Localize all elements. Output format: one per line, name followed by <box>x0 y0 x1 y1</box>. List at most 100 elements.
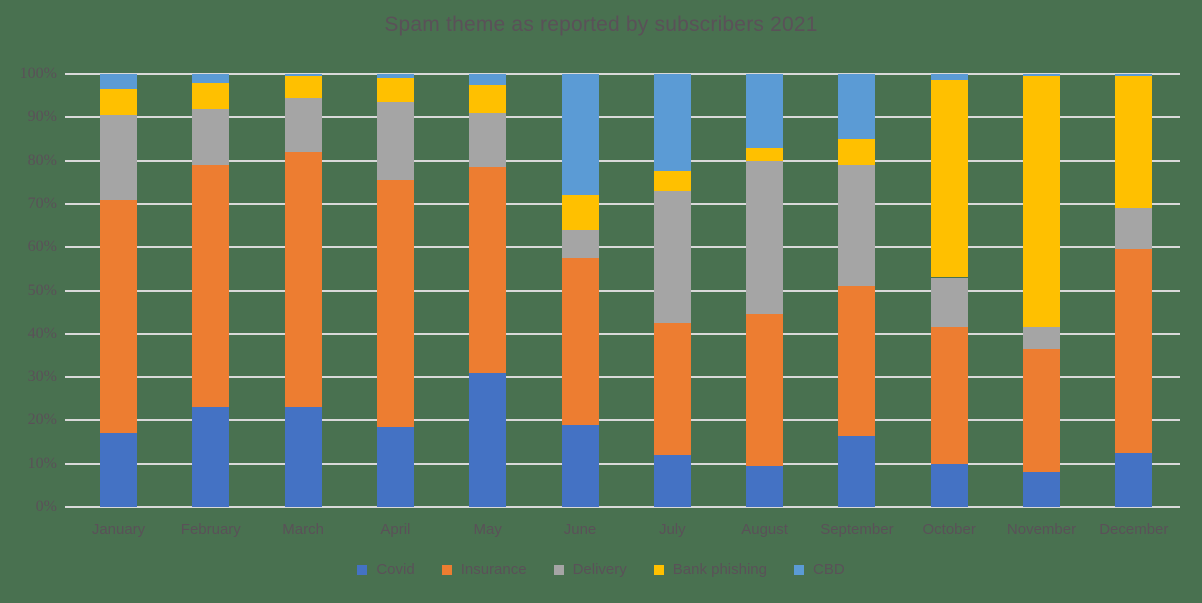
bar-segment-august-insurance <box>746 314 784 466</box>
x-axis-label-july: July <box>658 521 686 538</box>
gridline-0 <box>65 506 1180 508</box>
gridline-20 <box>65 419 1180 422</box>
bar-segment-august-cbd <box>746 74 784 148</box>
legend-label-cbd: CBD <box>812 561 845 578</box>
x-axis-label-january: January <box>91 521 146 538</box>
bar-segment-october-insurance <box>930 327 968 464</box>
gridline-100 <box>65 73 1180 75</box>
bar-segment-july-covid <box>653 455 691 507</box>
bar-segment-july-insurance <box>653 322 691 456</box>
gridline-70 <box>65 202 1180 205</box>
bar-segment-october-covid <box>930 463 968 507</box>
legend-item-insurance: Insurance <box>441 561 527 578</box>
bar-segment-september-bank-phishing <box>838 138 876 165</box>
x-axis-label-february: February <box>180 521 241 538</box>
legend-swatch-insurance <box>441 564 452 575</box>
x-axis-label-august: August <box>741 521 788 538</box>
bar-segment-april-covid <box>376 426 414 507</box>
legend: Covid Insurance Delivery Bank phishing CBD <box>0 561 1202 578</box>
y-axis-label-30: 30% <box>27 368 57 386</box>
x-axis-label-april: April <box>380 521 411 538</box>
bar-segment-september-cbd <box>838 74 876 139</box>
bar-segment-september-covid <box>838 435 876 507</box>
bar-segment-april-bank-phishing <box>376 78 414 103</box>
legend-swatch-cbd <box>793 564 804 575</box>
gridline-30 <box>65 376 1180 379</box>
y-axis-label-40: 40% <box>27 324 57 342</box>
y-axis-label-20: 20% <box>27 411 57 429</box>
bar-segment-january-delivery <box>100 115 137 200</box>
bar-segment-march-bank-phishing <box>284 76 322 98</box>
bar-segment-march-cbd <box>284 74 322 77</box>
bar-segment-november-insurance <box>1023 348 1060 473</box>
y-axis-label-10: 10% <box>27 454 57 472</box>
bar-segment-february-delivery <box>192 108 230 165</box>
bar-segment-july-cbd <box>653 74 691 172</box>
x-axis-label-december: December <box>1099 521 1169 538</box>
bar-segment-june-covid <box>561 424 599 507</box>
bar-segment-may-bank-phishing <box>469 84 507 113</box>
bar-segment-june-bank-phishing <box>561 195 599 230</box>
bar-segment-february-insurance <box>192 164 230 408</box>
gridline-60 <box>65 246 1180 249</box>
y-axis-label-90: 90% <box>27 108 57 126</box>
x-axis-label-may: May <box>473 521 502 538</box>
bar-segment-march-covid <box>284 407 322 507</box>
bar-segment-august-delivery <box>746 160 784 315</box>
gridline-40 <box>65 332 1180 335</box>
legend-item-delivery: Delivery <box>553 561 627 578</box>
bar-segment-august-covid <box>746 465 784 507</box>
y-axis-label-80: 80% <box>27 151 57 169</box>
bar-segment-february-cbd <box>192 74 230 83</box>
bar-segment-may-delivery <box>469 112 507 168</box>
bar-segment-march-insurance <box>284 151 322 408</box>
x-axis-label-october: October <box>922 521 976 538</box>
bar-segment-july-bank-phishing <box>653 171 691 191</box>
bar-segment-march-delivery <box>284 97 322 152</box>
bar-segment-november-covid <box>1023 472 1060 507</box>
bar-segment-november-bank-phishing <box>1023 76 1060 328</box>
bar-segment-december-covid <box>1115 452 1153 507</box>
bar-segment-december-delivery <box>1115 208 1153 250</box>
chart-title: Spam theme as reported by subscribers 20… <box>384 13 818 36</box>
legend-swatch-delivery <box>553 564 564 575</box>
bar-segment-may-cbd <box>469 74 507 85</box>
bar-segment-october-delivery <box>930 277 968 328</box>
legend-label-bank-phishing: Bank phishing <box>672 561 767 578</box>
legend-swatch-bank-phishing <box>653 564 664 575</box>
legend-item-bank-phishing: Bank phishing <box>653 561 767 578</box>
legend-swatch-covid <box>357 564 368 575</box>
legend-label-insurance: Insurance <box>460 561 527 578</box>
bar-segment-december-insurance <box>1115 249 1153 453</box>
bar-segment-december-cbd <box>1115 74 1153 77</box>
y-axis-label-70: 70% <box>27 194 57 212</box>
bar-segment-november-delivery <box>1023 327 1060 349</box>
x-axis-label-march: March <box>282 521 324 538</box>
bar-segment-april-delivery <box>376 102 414 181</box>
bar-segment-october-cbd <box>930 74 968 81</box>
bar-segment-july-delivery <box>653 190 691 323</box>
x-axis-label-november: November <box>1006 521 1077 538</box>
bar-segment-october-bank-phishing <box>930 80 968 278</box>
bar-segment-june-delivery <box>561 229 599 259</box>
bar-segment-january-covid <box>100 433 137 507</box>
bar-segment-august-bank-phishing <box>746 147 784 161</box>
bar-segment-january-cbd <box>100 74 137 90</box>
bar-segment-november-cbd <box>1023 74 1060 77</box>
legend-label-covid: Covid <box>376 561 415 578</box>
bar-segment-april-insurance <box>376 180 414 427</box>
gridline-90 <box>65 116 1180 119</box>
legend-item-covid: Covid <box>357 561 415 578</box>
bar-segment-september-insurance <box>838 286 876 436</box>
y-axis-label-60: 60% <box>27 238 57 256</box>
bar-segment-january-bank-phishing <box>100 89 137 116</box>
gridline-10 <box>65 462 1180 465</box>
bar-segment-april-cbd <box>376 74 414 79</box>
bar-segment-february-covid <box>192 407 230 507</box>
legend-item-cbd: CBD <box>793 561 845 578</box>
x-axis-label-september: September <box>820 521 894 538</box>
gridline-80 <box>65 159 1180 162</box>
y-axis-label-50: 50% <box>27 281 57 299</box>
bar-segment-january-insurance <box>100 199 137 434</box>
